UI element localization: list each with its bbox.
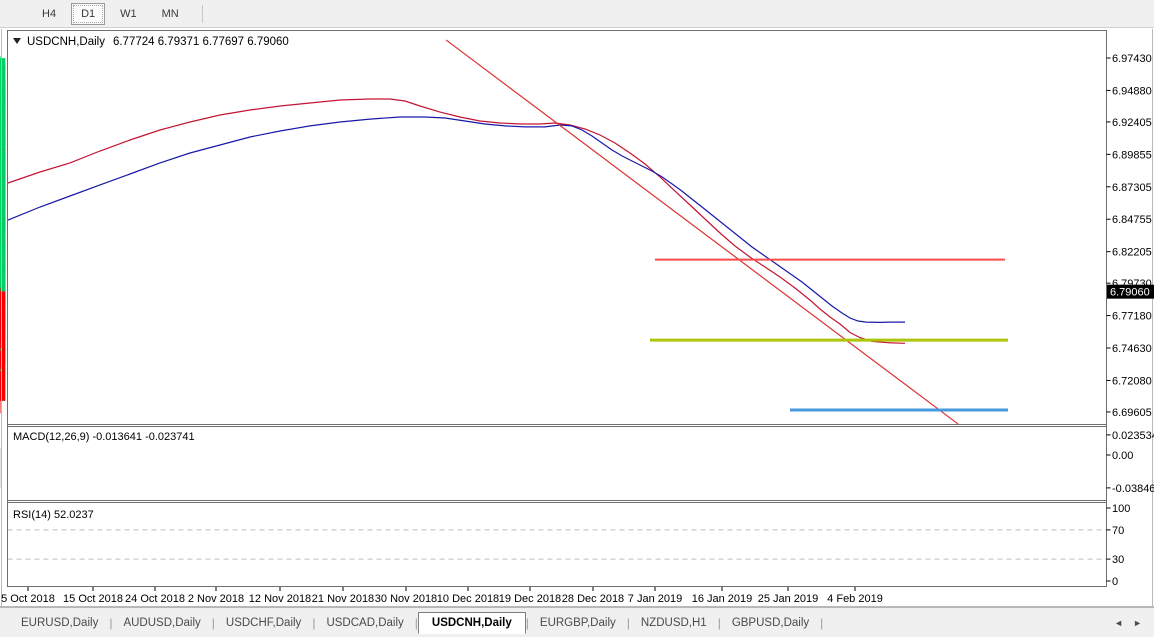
svg-text:25 Jan 2019: 25 Jan 2019	[758, 593, 819, 605]
timeframe-button-mn[interactable]: MN	[161, 7, 179, 20]
tab-audusd-daily[interactable]: AUDUSD,Daily	[123, 616, 201, 629]
tab-separator: |	[414, 615, 418, 630]
svg-text:28 Dec 2018: 28 Dec 2018	[562, 593, 624, 605]
svg-text:0.023534: 0.023534	[1112, 430, 1154, 442]
svg-text:4 Feb 2019: 4 Feb 2019	[827, 593, 883, 605]
ma-slow-line	[7, 116, 905, 324]
symbol-dropdown-icon[interactable]	[13, 38, 21, 44]
ma-fast-line	[7, 98, 906, 344]
tab-eurgbp-daily[interactable]: EURGBP,Daily	[539, 616, 616, 629]
svg-text:6.79060: 6.79060	[1110, 287, 1150, 299]
svg-text:6.74630: 6.74630	[1112, 343, 1152, 355]
svg-text:24 Oct 2018: 24 Oct 2018	[125, 593, 185, 605]
timeframe-button-w1[interactable]: W1	[120, 7, 137, 20]
svg-text:6.82205: 6.82205	[1112, 247, 1152, 259]
chart-ohlc-values: 6.77724 6.79371 6.77697 6.79060	[113, 36, 289, 48]
svg-text:6.72080: 6.72080	[1112, 375, 1152, 387]
svg-text:0.00: 0.00	[1112, 450, 1133, 462]
svg-text:21 Nov 2018: 21 Nov 2018	[312, 593, 374, 605]
rsi-axis: 100 70 30 0	[1106, 503, 1130, 588]
svg-text:100: 100	[1112, 503, 1130, 515]
toolbar-separator	[201, 4, 203, 23]
chart-window: 6.97430 6.94880 6.92405 6.89855 6.87305 6.847…	[0, 29, 1154, 607]
svg-text:-0.038466: -0.038466	[1112, 483, 1154, 495]
svg-text:7 Jan 2019: 7 Jan 2019	[628, 593, 682, 605]
svg-text:10 Dec 2018: 10 Dec 2018	[437, 593, 499, 605]
tab-separator: |	[211, 615, 215, 630]
tab-gbpusd-daily[interactable]: GBPUSD,Daily	[731, 616, 810, 629]
tab-usdcnh-daily[interactable]: USDCNH,Daily	[417, 611, 526, 634]
rsi-label: RSI(14) 52.0237	[13, 509, 94, 521]
svg-text:16 Jan 2019: 16 Jan 2019	[692, 593, 753, 605]
tab-separator: |	[525, 615, 529, 630]
tab-usdcad-daily[interactable]: USDCAD,Daily	[326, 616, 404, 629]
tab-separator: |	[820, 615, 824, 630]
candlesticks	[0, 55, 6, 414]
macd-axis: 0.023534 0.00 -0.038466	[1106, 430, 1154, 495]
tab-separator: |	[312, 615, 316, 630]
svg-text:30: 30	[1112, 554, 1124, 566]
rsi-panel	[7, 529, 1107, 560]
svg-text:70: 70	[1112, 525, 1124, 537]
tab-separator: |	[717, 615, 721, 630]
chart-canvas[interactable]: 6.97430 6.94880 6.92405 6.89855 6.87305 6.847…	[0, 29, 1154, 607]
svg-text:30 Nov 2018: 30 Nov 2018	[375, 593, 437, 605]
svg-text:6.89855: 6.89855	[1112, 149, 1152, 161]
macd-label: MACD(12,26,9) -0.013641 -0.023741	[13, 431, 195, 443]
svg-text:2 Nov 2018: 2 Nov 2018	[188, 593, 244, 605]
svg-text:6.97430: 6.97430	[1112, 53, 1152, 65]
svg-text:6.84755: 6.84755	[1112, 214, 1152, 226]
timeframe-button-d1[interactable]: D1	[71, 2, 106, 25]
svg-text:6.69605: 6.69605	[1112, 407, 1152, 419]
tab-usdchf-daily[interactable]: USDCHF,Daily	[225, 616, 302, 629]
tab-eurusd-daily[interactable]: EURUSD,Daily	[21, 616, 99, 629]
tab-separator: |	[109, 615, 113, 630]
descending-trendline[interactable]	[445, 39, 959, 425]
svg-text:15 Oct 2018: 15 Oct 2018	[63, 593, 123, 605]
svg-text:19 Dec 2018: 19 Dec 2018	[499, 593, 561, 605]
date-axis: 5 Oct 2018 15 Oct 2018 24 Oct 2018 2 Nov 20…	[1, 587, 883, 605]
svg-text:6.92405: 6.92405	[1112, 117, 1152, 129]
timeframe-button-h4[interactable]: H4	[42, 7, 57, 20]
tabs-scroll-right-icon[interactable]: ►	[1133, 617, 1142, 628]
symbol-tab-bar: EURUSD,Daily | AUDUSD,Daily | USDCHF,Daily | U…	[0, 607, 1154, 637]
svg-text:6.94880: 6.94880	[1112, 85, 1152, 97]
chart-symbol-label: USDCNH,Daily	[27, 36, 105, 48]
last-price-badge: 6.79060	[1107, 284, 1154, 299]
panel-borders	[0, 29, 1154, 607]
tabs-scroll-left-icon[interactable]: ◄	[1114, 617, 1124, 628]
svg-text:5 Oct 2018: 5 Oct 2018	[1, 593, 55, 605]
svg-text:6.87305: 6.87305	[1112, 182, 1152, 194]
timeframe-toolbar: H4 D1 W1 MN	[0, 0, 1154, 28]
svg-text:0: 0	[1112, 576, 1118, 588]
svg-text:12 Nov 2018: 12 Nov 2018	[249, 593, 311, 605]
tab-separator: |	[626, 615, 630, 630]
svg-text:6.77180: 6.77180	[1112, 311, 1152, 323]
chart-title: USDCNH,Daily 6.77724 6.79371 6.77697 6.79…	[13, 36, 289, 48]
tab-nzdusd-h1[interactable]: NZDUSD,H1	[640, 616, 707, 629]
